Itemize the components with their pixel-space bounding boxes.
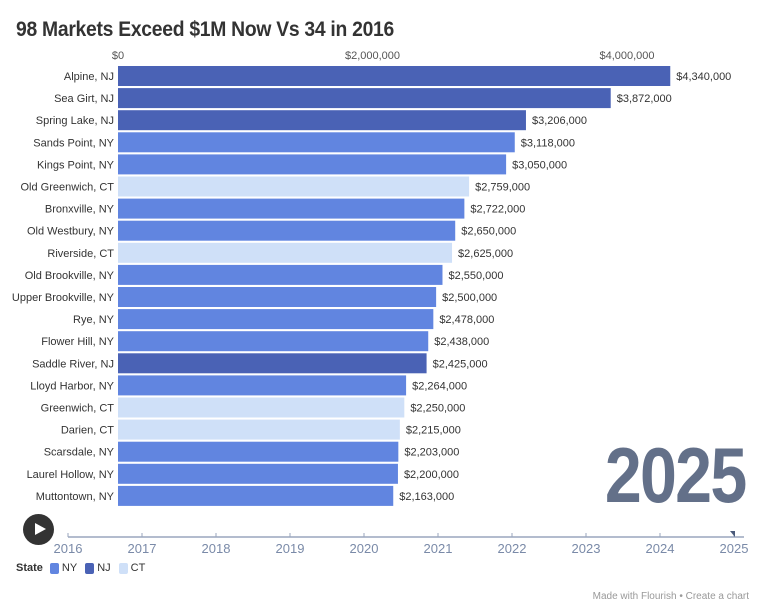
category-label: Lloyd Harbor, NY (30, 380, 114, 392)
timeline-year-label[interactable]: 2019 (276, 541, 305, 556)
bar[interactable] (118, 441, 399, 462)
made-with-flourish-link[interactable]: Made with Flourish (592, 591, 677, 602)
category-label: Scarsdale, NY (44, 447, 115, 459)
category-label: Muttontown, NY (36, 491, 115, 503)
category-label: Upper Brookville, NY (12, 292, 115, 304)
create-chart-link[interactable]: Create a chart (685, 591, 749, 602)
value-label: $2,478,000 (439, 314, 494, 326)
timeline-year-label[interactable]: 2020 (350, 541, 379, 556)
category-label: Saddle River, NJ (32, 358, 114, 370)
legend-item-nj[interactable]: NJ (85, 562, 111, 574)
category-label: Riverside, CT (47, 248, 114, 260)
value-label: $2,264,000 (412, 380, 467, 392)
bar[interactable] (118, 88, 611, 109)
legend-item-ny[interactable]: NY (49, 562, 78, 574)
x-tick-label: $0 (112, 50, 124, 62)
x-tick-label: $2,000,000 (345, 50, 400, 62)
bar[interactable] (118, 331, 429, 352)
timeline-year-label[interactable]: 2016 (54, 541, 83, 556)
timeline-year-label[interactable]: 2023 (572, 541, 601, 556)
bar[interactable] (118, 375, 407, 396)
category-label: Kings Point, NY (37, 159, 115, 171)
bar[interactable] (118, 397, 405, 418)
value-label: $4,340,000 (676, 71, 731, 83)
category-label: Old Westbury, NY (27, 226, 115, 238)
bar[interactable] (118, 198, 465, 219)
category-label: Bronxville, NY (45, 204, 115, 216)
value-label: $2,215,000 (406, 425, 461, 437)
legend-swatch-ny (49, 562, 59, 574)
value-label: $2,759,000 (475, 182, 530, 194)
category-label: Alpine, NJ (64, 71, 114, 83)
category-label: Darien, CT (61, 425, 114, 437)
legend-swatch-nj (85, 562, 95, 574)
value-label: $3,872,000 (617, 93, 672, 105)
legend-label-nj: NJ (97, 562, 111, 574)
timeline-year-label[interactable]: 2017 (128, 541, 157, 556)
bar[interactable] (118, 264, 443, 285)
value-label: $2,200,000 (404, 469, 459, 481)
value-label: $3,206,000 (532, 115, 587, 127)
category-label: Sands Point, NY (33, 137, 114, 149)
category-label: Rye, NY (73, 314, 115, 326)
bar[interactable] (118, 309, 434, 330)
timeline-year-label[interactable]: 2024 (646, 541, 675, 556)
value-label: $2,550,000 (448, 270, 503, 282)
value-label: $2,203,000 (404, 447, 459, 459)
timeline-year-label[interactable]: 2018 (202, 541, 231, 556)
value-label: $2,625,000 (458, 248, 513, 260)
legend-label-ct: CT (130, 562, 146, 574)
bar[interactable] (118, 287, 437, 307)
bar[interactable] (118, 353, 427, 374)
bar[interactable] (118, 154, 507, 175)
bar[interactable] (118, 176, 470, 197)
bar[interactable] (118, 220, 456, 241)
play-button[interactable] (23, 514, 54, 545)
value-label: $3,118,000 (521, 137, 575, 149)
value-label: $2,722,000 (470, 204, 525, 216)
value-label: $2,163,000 (399, 491, 454, 503)
bar[interactable] (118, 242, 453, 263)
bar[interactable] (118, 110, 526, 131)
bar[interactable] (118, 419, 400, 440)
bar[interactable] (118, 463, 398, 484)
category-label: Laurel Hollow, NY (27, 469, 115, 481)
value-label: $2,250,000 (410, 403, 465, 415)
bar[interactable] (118, 132, 515, 153)
legend-label-ny: NY (61, 562, 78, 574)
timeline-year-label[interactable]: 2022 (498, 541, 527, 556)
footer-separator: • (679, 591, 683, 602)
timeline-handle[interactable] (730, 531, 735, 537)
play-icon (35, 523, 46, 535)
value-label: $3,050,000 (512, 159, 567, 171)
category-label: Sea Girt, NJ (54, 93, 114, 105)
legend: State NY NJ CT (16, 562, 149, 574)
value-label: $2,500,000 (442, 292, 497, 304)
category-label: Old Brookville, NY (25, 270, 115, 282)
bar[interactable] (118, 485, 394, 506)
timeline-year-label[interactable]: 2025 (720, 541, 749, 556)
value-label: $2,438,000 (434, 336, 489, 348)
category-label: Flower Hill, NY (41, 336, 114, 348)
footer: Made with Flourish • Create a chart (593, 591, 749, 602)
value-label: $2,650,000 (461, 226, 516, 238)
timeline-year-label[interactable]: 2021 (424, 541, 453, 556)
current-year-display: 2025 (605, 431, 747, 519)
legend-item-ct[interactable]: CT (118, 562, 146, 574)
value-label: $2,425,000 (433, 358, 488, 370)
bar[interactable] (118, 66, 671, 86)
legend-swatch-ct (118, 562, 128, 574)
x-tick-label: $4,000,000 (599, 50, 654, 62)
category-label: Greenwich, CT (41, 403, 115, 415)
legend-title: State (16, 562, 43, 574)
category-label: Spring Lake, NJ (36, 115, 114, 127)
category-label: Old Greenwich, CT (20, 182, 114, 194)
chart-title: 98 Markets Exceed $1M Now Vs 34 in 2016 (16, 18, 395, 41)
